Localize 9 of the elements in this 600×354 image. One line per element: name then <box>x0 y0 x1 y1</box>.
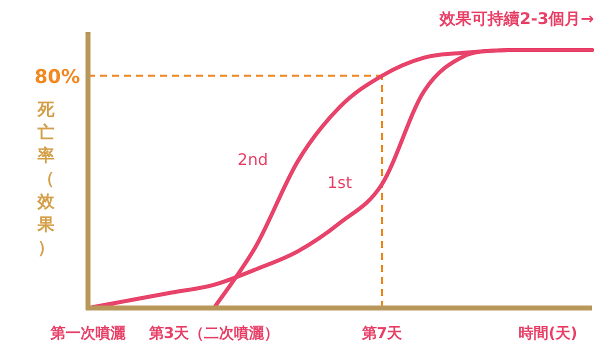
x-tick-label: 第7天 <box>360 324 404 342</box>
x-tick-label: 第3天（二次噴灑） <box>148 324 280 342</box>
text: 效果可持續2-3個月→ <box>438 9 594 28</box>
series-label: 2nd <box>238 150 268 169</box>
y-axis-title: 死亡率（效果） <box>36 100 56 258</box>
x-tick-label: 第一次噴灑 <box>50 324 126 342</box>
text: 80% <box>34 66 80 88</box>
x-axis-title: 時間(天) <box>518 324 578 342</box>
series-label: 1st <box>327 173 352 192</box>
